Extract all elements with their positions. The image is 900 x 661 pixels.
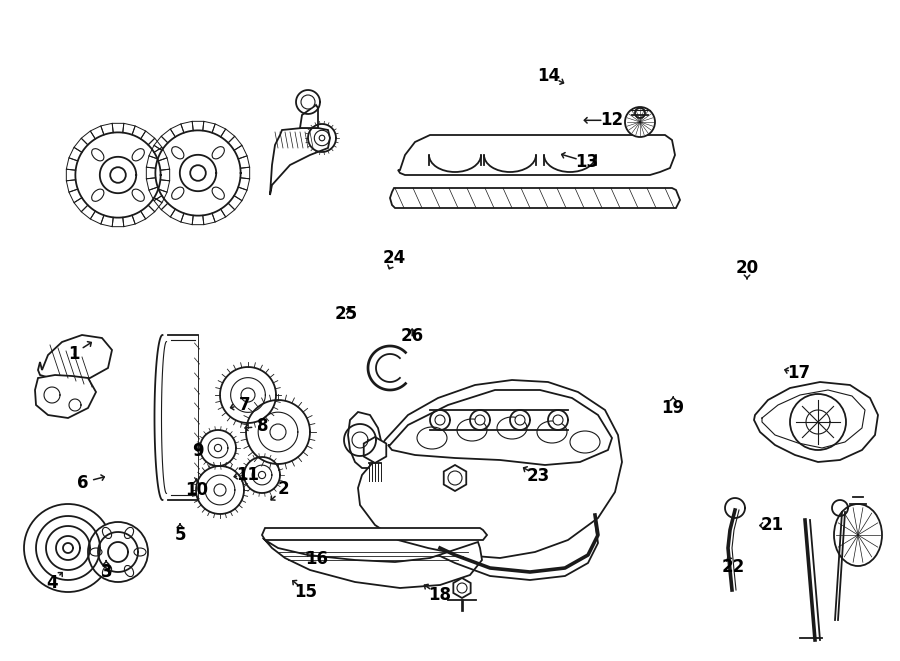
- Circle shape: [448, 471, 462, 485]
- Circle shape: [301, 95, 315, 109]
- Text: 9: 9: [193, 442, 203, 460]
- Circle shape: [435, 415, 445, 425]
- Polygon shape: [364, 437, 386, 463]
- Text: 15: 15: [294, 582, 318, 601]
- Text: 6: 6: [77, 473, 88, 492]
- Ellipse shape: [103, 565, 112, 576]
- Circle shape: [553, 415, 563, 425]
- Circle shape: [88, 522, 148, 582]
- Polygon shape: [38, 335, 112, 380]
- Ellipse shape: [172, 147, 184, 159]
- Circle shape: [258, 471, 265, 479]
- Ellipse shape: [212, 187, 224, 200]
- Text: 24: 24: [382, 249, 406, 267]
- Polygon shape: [754, 382, 878, 462]
- Circle shape: [320, 136, 325, 141]
- Ellipse shape: [212, 147, 224, 159]
- Text: 8: 8: [257, 417, 268, 436]
- Text: 10: 10: [184, 481, 208, 500]
- Ellipse shape: [132, 149, 144, 161]
- Text: 12: 12: [600, 111, 624, 130]
- Circle shape: [515, 415, 525, 425]
- Ellipse shape: [497, 417, 527, 439]
- Polygon shape: [300, 105, 318, 128]
- Text: 1: 1: [68, 344, 79, 363]
- Ellipse shape: [134, 548, 146, 556]
- Polygon shape: [270, 128, 330, 195]
- Ellipse shape: [172, 187, 184, 200]
- Circle shape: [475, 415, 485, 425]
- Text: 3: 3: [101, 563, 112, 581]
- Polygon shape: [454, 578, 471, 598]
- Circle shape: [190, 165, 206, 181]
- Polygon shape: [444, 465, 466, 491]
- Text: 7: 7: [239, 395, 250, 414]
- Text: 14: 14: [537, 67, 561, 85]
- Text: 4: 4: [47, 574, 58, 592]
- Polygon shape: [348, 412, 382, 468]
- Text: 21: 21: [760, 516, 784, 535]
- Circle shape: [625, 107, 655, 137]
- Text: 11: 11: [236, 465, 259, 484]
- Ellipse shape: [92, 149, 104, 161]
- Circle shape: [635, 108, 645, 118]
- Polygon shape: [358, 380, 622, 558]
- Circle shape: [241, 388, 255, 402]
- Polygon shape: [398, 135, 675, 175]
- Polygon shape: [262, 528, 487, 540]
- Ellipse shape: [834, 504, 882, 566]
- Ellipse shape: [92, 189, 104, 202]
- Ellipse shape: [124, 527, 133, 539]
- Text: 17: 17: [788, 364, 811, 383]
- Circle shape: [457, 583, 467, 593]
- Ellipse shape: [457, 419, 487, 441]
- Polygon shape: [390, 188, 680, 208]
- Text: 13: 13: [575, 153, 598, 171]
- Text: 2: 2: [278, 480, 289, 498]
- Ellipse shape: [537, 421, 567, 443]
- Circle shape: [110, 167, 126, 183]
- Text: 16: 16: [305, 549, 328, 568]
- Ellipse shape: [90, 548, 102, 556]
- Circle shape: [790, 394, 846, 450]
- Text: 25: 25: [335, 305, 358, 323]
- Ellipse shape: [570, 431, 600, 453]
- Polygon shape: [263, 538, 482, 588]
- Polygon shape: [388, 390, 612, 465]
- Ellipse shape: [103, 527, 112, 539]
- Polygon shape: [35, 375, 96, 418]
- Text: 18: 18: [428, 586, 451, 604]
- Text: 19: 19: [662, 399, 685, 418]
- Text: 23: 23: [526, 467, 550, 485]
- Ellipse shape: [132, 189, 144, 202]
- Text: 22: 22: [722, 558, 745, 576]
- Ellipse shape: [124, 565, 133, 576]
- Circle shape: [270, 424, 286, 440]
- Circle shape: [214, 444, 221, 451]
- Text: 20: 20: [735, 258, 759, 277]
- Circle shape: [24, 504, 112, 592]
- Circle shape: [214, 484, 226, 496]
- Ellipse shape: [417, 427, 447, 449]
- Text: 5: 5: [175, 526, 185, 545]
- Text: 26: 26: [400, 327, 424, 345]
